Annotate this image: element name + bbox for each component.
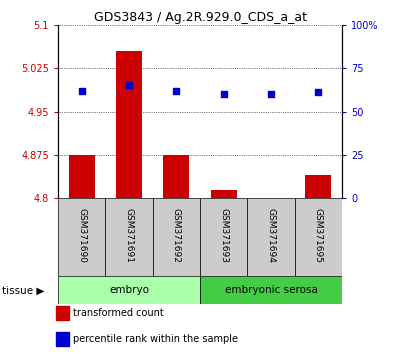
Text: GSM371690: GSM371690 (77, 207, 86, 263)
Text: GSM371695: GSM371695 (314, 207, 323, 263)
Text: GSM371692: GSM371692 (172, 207, 181, 262)
Bar (56, 332, 69, 346)
Text: GSM371693: GSM371693 (219, 207, 228, 263)
Bar (211, 189, 237, 198)
Bar (56, 306, 69, 320)
Text: embryo: embryo (109, 285, 149, 295)
Text: GSM371691: GSM371691 (124, 207, 134, 263)
Point (268, 91, 274, 97)
Point (173, 88, 180, 93)
Bar (153, 198, 200, 276)
Bar (58, 276, 200, 304)
Bar (105, 198, 153, 276)
Point (315, 90, 322, 95)
Bar (163, 155, 189, 198)
Text: embryonic serosa: embryonic serosa (224, 285, 318, 295)
Text: GSM371694: GSM371694 (266, 207, 276, 262)
Bar (69, 155, 95, 198)
Text: tissue ▶: tissue ▶ (2, 285, 44, 295)
Bar (116, 51, 142, 198)
Bar (200, 198, 247, 276)
Text: transformed count: transformed count (73, 308, 164, 318)
Bar (247, 198, 295, 276)
Text: percentile rank within the sample: percentile rank within the sample (73, 333, 238, 344)
Point (78, 88, 85, 93)
Title: GDS3843 / Ag.2R.929.0_CDS_a_at: GDS3843 / Ag.2R.929.0_CDS_a_at (94, 11, 306, 24)
Bar (305, 175, 331, 198)
Bar (58, 198, 105, 276)
Point (220, 91, 227, 97)
Bar (295, 198, 342, 276)
Bar (200, 276, 342, 304)
Point (126, 82, 132, 88)
